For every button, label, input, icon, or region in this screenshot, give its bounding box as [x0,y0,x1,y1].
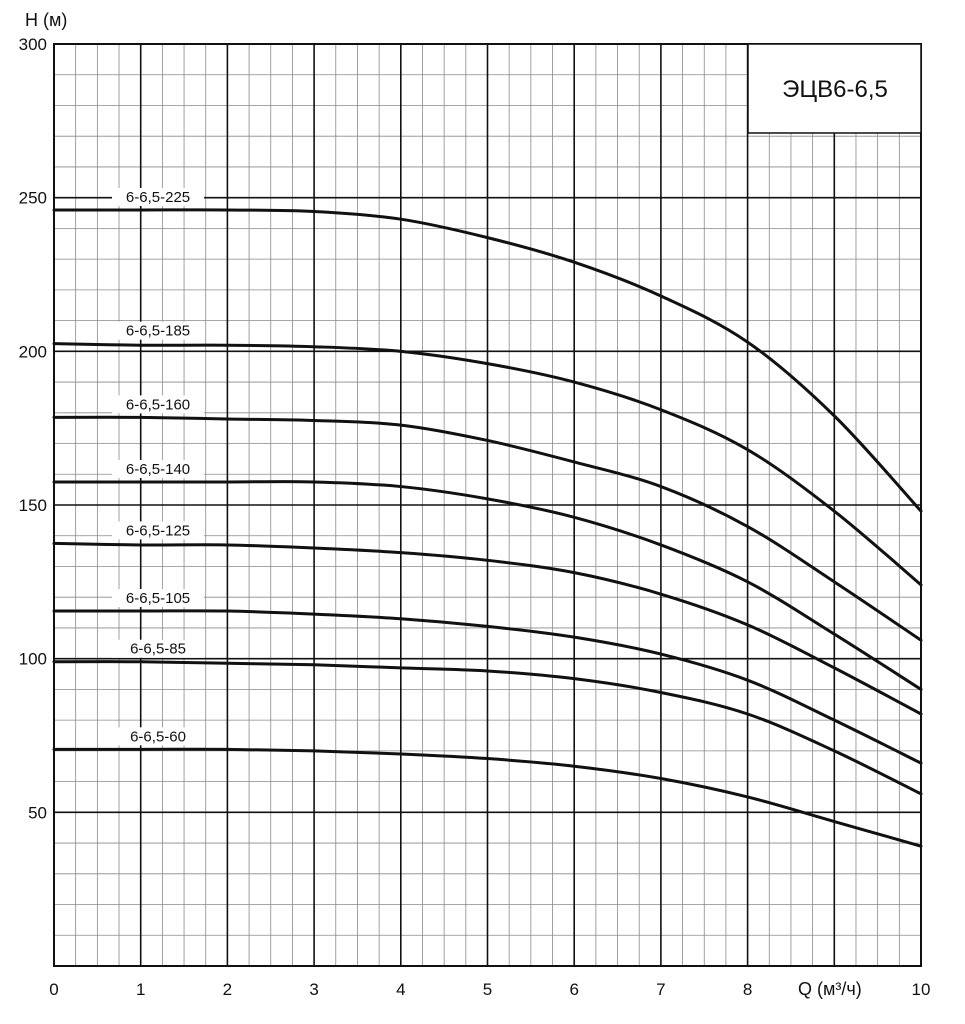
x-tick-label: 3 [309,980,318,999]
series-curve [52,480,923,691]
x-tick-label: 5 [483,980,492,999]
x-tick-label: 10 [912,980,931,999]
y-tick-label: 100 [19,650,47,669]
series-label-background [112,459,205,478]
title-box: ЭЦВ6-6,5 [747,43,922,134]
series-label: 6-6,5-125 [126,522,190,539]
series-label: 6-6,5-185 [126,323,190,340]
series-label-background [112,639,205,658]
x-tick-label: 2 [223,980,232,999]
x-tick-label: 4 [396,980,405,999]
x-tick-label: 6 [569,980,578,999]
curve-layer [52,208,923,848]
series-label: 6-6,5-160 [126,396,190,413]
series-curve [52,415,923,642]
series-label-background [112,395,205,414]
series-label-background [112,321,205,340]
title-box-rect [747,43,922,134]
y-tick-label: 50 [28,803,47,822]
series-curve [52,609,923,765]
y-axis-title: H (м) [25,10,67,30]
series-label-background [112,187,205,206]
y-tick-label: 150 [19,496,47,515]
tick-layer: 0 1 2 3 4 5 6 7 8 10 50 100 150 200 250 300 [19,35,931,999]
series-label: 6-6,5-140 [126,461,190,478]
x-tick-label: 1 [136,980,145,999]
series-curve [52,208,923,513]
series-curve [52,541,923,716]
series-curve [52,342,923,587]
series-label: 6-6,5-105 [126,590,190,607]
plot-border [53,43,922,967]
series-label-background [112,727,205,746]
series-label: 6-6,5-225 [126,189,190,206]
y-tick-label: 250 [19,189,47,208]
x-tick-label: 0 [49,980,58,999]
grid-layer [53,43,922,967]
axis-title-layer: H (м) Q (м³/ч) [25,10,862,999]
series-label: 6-6,5-60 [130,728,186,745]
series-label: 6-6,5-85 [130,641,186,658]
x-axis-title: Q (м³/ч) [798,979,862,999]
series-curve [52,747,923,848]
y-tick-label: 300 [19,35,47,54]
series-label-layer: 6-6,5-225 6-6,5-185 6-6,5-160 6-6,5-140 6-6,… [112,187,205,746]
x-tick-label: 8 [743,980,752,999]
series-label-background [112,589,205,608]
chart-title: ЭЦВ6-6,5 [782,76,888,103]
y-tick-label: 200 [19,342,47,361]
series-curve [52,660,923,796]
x-tick-label: 7 [656,980,665,999]
series-label-background [112,521,205,540]
